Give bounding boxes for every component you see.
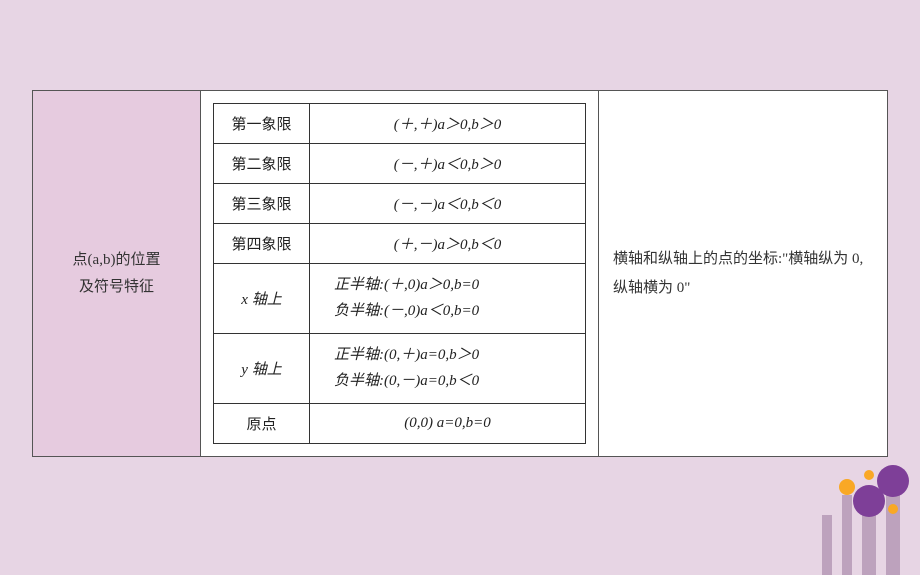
right-note-text: 横轴和纵轴上的点的坐标:"横轴纵为 0,纵轴横为 0" xyxy=(613,245,873,302)
corner-decoration-icon xyxy=(760,455,920,575)
row-label: 第一象限 xyxy=(214,104,310,144)
left-header-line2: 及符号特征 xyxy=(79,274,154,301)
row-value: 正半轴:(＋,0)a＞0,b=0 负半轴:(－,0)a＜0,b=0 xyxy=(310,264,586,334)
table-row: y 轴上 正半轴:(0,＋)a=0,b＞0 负半轴:(0,－)a=0,b＜0 xyxy=(214,334,586,404)
main-table: 点(a,b)的位置 及符号特征 第一象限 (＋,＋)a＞0,b＞0 第二象限 (… xyxy=(32,90,888,457)
table-row: 原点 (0,0) a=0,b=0 xyxy=(214,404,586,444)
table-row: 第三象限 (－,－)a＜0,b＜0 xyxy=(214,184,586,224)
row-label: 原点 xyxy=(214,404,310,444)
left-header-cell: 点(a,b)的位置 及符号特征 xyxy=(33,91,201,456)
row-value: (＋,－)a＞0,b＜0 xyxy=(310,224,586,264)
row-label: y 轴上 xyxy=(214,334,310,404)
table-row: 第二象限 (－,＋)a＜0,b＞0 xyxy=(214,144,586,184)
inner-table: 第一象限 (＋,＋)a＞0,b＞0 第二象限 (－,＋)a＜0,b＞0 第三象限… xyxy=(213,103,586,444)
table-row: x 轴上 正半轴:(＋,0)a＞0,b=0 负半轴:(－,0)a＜0,b=0 xyxy=(214,264,586,334)
row-value: (＋,＋)a＞0,b＞0 xyxy=(310,104,586,144)
row-value: (0,0) a=0,b=0 xyxy=(310,404,586,444)
table-row: 第一象限 (＋,＋)a＞0,b＞0 xyxy=(214,104,586,144)
row-label: 第三象限 xyxy=(214,184,310,224)
row-label: x 轴上 xyxy=(214,264,310,334)
right-note-cell: 横轴和纵轴上的点的坐标:"横轴纵为 0,纵轴横为 0" xyxy=(599,91,887,456)
left-header-line1: 点(a,b)的位置 xyxy=(73,247,161,274)
row-value: (－,－)a＜0,b＜0 xyxy=(310,184,586,224)
table-row: 第四象限 (＋,－)a＞0,b＜0 xyxy=(214,224,586,264)
row-value: 正半轴:(0,＋)a=0,b＞0 负半轴:(0,－)a=0,b＜0 xyxy=(310,334,586,404)
inner-table-wrap: 第一象限 (＋,＋)a＞0,b＞0 第二象限 (－,＋)a＜0,b＞0 第三象限… xyxy=(201,91,599,456)
row-label: 第二象限 xyxy=(214,144,310,184)
row-label: 第四象限 xyxy=(214,224,310,264)
row-value: (－,＋)a＜0,b＞0 xyxy=(310,144,586,184)
